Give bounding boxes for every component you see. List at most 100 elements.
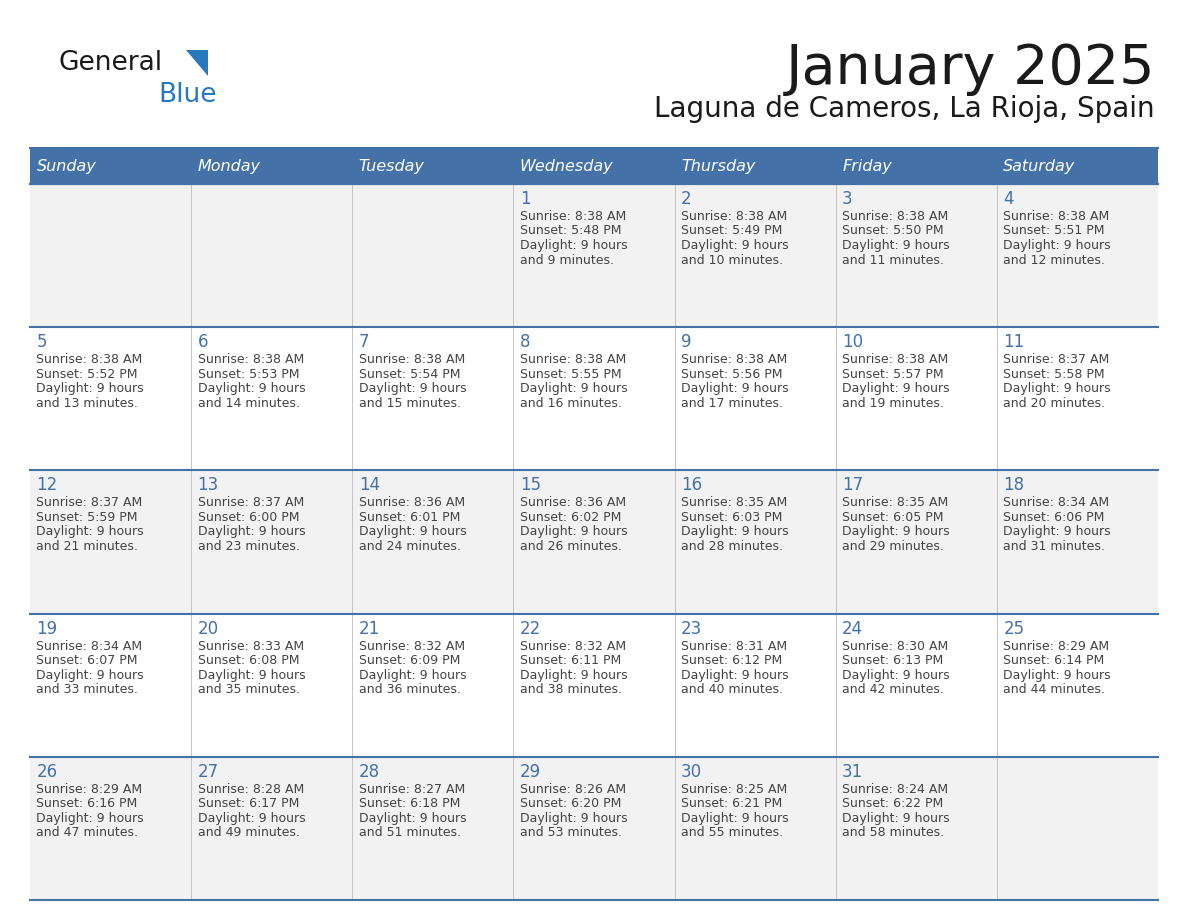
Text: Sunset: 6:08 PM: Sunset: 6:08 PM xyxy=(197,655,299,667)
Text: Sunset: 6:13 PM: Sunset: 6:13 PM xyxy=(842,655,943,667)
Text: Daylight: 9 hours: Daylight: 9 hours xyxy=(681,525,789,538)
Text: 29: 29 xyxy=(520,763,541,781)
Text: Tuesday: Tuesday xyxy=(359,159,424,174)
Text: Daylight: 9 hours: Daylight: 9 hours xyxy=(37,668,144,681)
Text: Daylight: 9 hours: Daylight: 9 hours xyxy=(37,812,144,824)
Text: Sunrise: 8:35 AM: Sunrise: 8:35 AM xyxy=(842,497,948,509)
Text: Sunrise: 8:27 AM: Sunrise: 8:27 AM xyxy=(359,783,465,796)
Text: Sunrise: 8:35 AM: Sunrise: 8:35 AM xyxy=(681,497,788,509)
Text: Daylight: 9 hours: Daylight: 9 hours xyxy=(197,525,305,538)
Text: Daylight: 9 hours: Daylight: 9 hours xyxy=(842,668,949,681)
Bar xyxy=(513,184,675,327)
Bar xyxy=(675,184,835,327)
Text: Sunset: 6:03 PM: Sunset: 6:03 PM xyxy=(681,511,783,524)
Polygon shape xyxy=(187,50,208,76)
Text: 17: 17 xyxy=(842,476,864,495)
Text: Daylight: 9 hours: Daylight: 9 hours xyxy=(681,812,789,824)
Text: and 55 minutes.: and 55 minutes. xyxy=(681,826,783,839)
Text: Sunset: 6:06 PM: Sunset: 6:06 PM xyxy=(1004,511,1105,524)
Text: Daylight: 9 hours: Daylight: 9 hours xyxy=(37,525,144,538)
Text: and 36 minutes.: and 36 minutes. xyxy=(359,683,461,696)
Text: Sunrise: 8:33 AM: Sunrise: 8:33 AM xyxy=(197,640,304,653)
Text: 19: 19 xyxy=(37,620,57,638)
Text: and 28 minutes.: and 28 minutes. xyxy=(681,540,783,553)
Bar xyxy=(675,327,835,470)
Text: Daylight: 9 hours: Daylight: 9 hours xyxy=(520,239,627,252)
Text: 23: 23 xyxy=(681,620,702,638)
Text: Sunset: 6:21 PM: Sunset: 6:21 PM xyxy=(681,798,782,811)
Text: Sunrise: 8:34 AM: Sunrise: 8:34 AM xyxy=(1004,497,1110,509)
Text: 8: 8 xyxy=(520,333,530,352)
Bar xyxy=(513,756,675,900)
Bar xyxy=(191,470,353,613)
Text: 5: 5 xyxy=(37,333,48,352)
Text: Daylight: 9 hours: Daylight: 9 hours xyxy=(359,812,467,824)
Text: 6: 6 xyxy=(197,333,208,352)
Text: Daylight: 9 hours: Daylight: 9 hours xyxy=(359,382,467,396)
Text: Sunrise: 8:25 AM: Sunrise: 8:25 AM xyxy=(681,783,788,796)
Text: Daylight: 9 hours: Daylight: 9 hours xyxy=(197,812,305,824)
Text: Sunset: 6:14 PM: Sunset: 6:14 PM xyxy=(1004,655,1105,667)
Bar xyxy=(30,613,191,756)
Text: Laguna de Cameros, La Rioja, Spain: Laguna de Cameros, La Rioja, Spain xyxy=(655,95,1155,123)
Text: 28: 28 xyxy=(359,763,380,781)
Text: Sunrise: 8:38 AM: Sunrise: 8:38 AM xyxy=(520,353,626,366)
Text: 7: 7 xyxy=(359,333,369,352)
Text: Daylight: 9 hours: Daylight: 9 hours xyxy=(197,382,305,396)
Text: Sunrise: 8:38 AM: Sunrise: 8:38 AM xyxy=(359,353,465,366)
Bar xyxy=(675,470,835,613)
Bar xyxy=(997,327,1158,470)
Text: Daylight: 9 hours: Daylight: 9 hours xyxy=(681,668,789,681)
Text: Sunrise: 8:38 AM: Sunrise: 8:38 AM xyxy=(842,210,948,223)
Text: Sunrise: 8:30 AM: Sunrise: 8:30 AM xyxy=(842,640,948,653)
Text: Sunset: 6:16 PM: Sunset: 6:16 PM xyxy=(37,798,138,811)
Text: Daylight: 9 hours: Daylight: 9 hours xyxy=(1004,525,1111,538)
Text: and 20 minutes.: and 20 minutes. xyxy=(1004,397,1105,409)
Text: and 13 minutes.: and 13 minutes. xyxy=(37,397,138,409)
Text: Sunset: 6:05 PM: Sunset: 6:05 PM xyxy=(842,511,943,524)
Text: and 16 minutes.: and 16 minutes. xyxy=(520,397,621,409)
Text: 1: 1 xyxy=(520,190,531,208)
Text: Sunrise: 8:38 AM: Sunrise: 8:38 AM xyxy=(681,210,788,223)
Bar xyxy=(353,470,513,613)
Text: Daylight: 9 hours: Daylight: 9 hours xyxy=(1004,382,1111,396)
Text: Daylight: 9 hours: Daylight: 9 hours xyxy=(197,668,305,681)
Bar xyxy=(353,184,513,327)
Text: Sunset: 6:07 PM: Sunset: 6:07 PM xyxy=(37,655,138,667)
Text: 15: 15 xyxy=(520,476,541,495)
Text: Sunset: 5:57 PM: Sunset: 5:57 PM xyxy=(842,368,943,381)
Text: Daylight: 9 hours: Daylight: 9 hours xyxy=(520,382,627,396)
Text: 10: 10 xyxy=(842,333,864,352)
Text: Sunrise: 8:24 AM: Sunrise: 8:24 AM xyxy=(842,783,948,796)
Bar xyxy=(30,327,191,470)
Text: Sunrise: 8:29 AM: Sunrise: 8:29 AM xyxy=(37,783,143,796)
Bar xyxy=(675,613,835,756)
Bar xyxy=(675,756,835,900)
Text: Sunset: 6:22 PM: Sunset: 6:22 PM xyxy=(842,798,943,811)
Text: Sunset: 5:48 PM: Sunset: 5:48 PM xyxy=(520,225,621,238)
Text: Monday: Monday xyxy=(197,159,260,174)
Text: 13: 13 xyxy=(197,476,219,495)
Text: and 35 minutes.: and 35 minutes. xyxy=(197,683,299,696)
Text: and 29 minutes.: and 29 minutes. xyxy=(842,540,944,553)
Text: 4: 4 xyxy=(1004,190,1013,208)
Bar xyxy=(30,470,191,613)
Bar xyxy=(30,184,191,327)
Text: Sunrise: 8:28 AM: Sunrise: 8:28 AM xyxy=(197,783,304,796)
Text: 20: 20 xyxy=(197,620,219,638)
Text: Sunset: 6:00 PM: Sunset: 6:00 PM xyxy=(197,511,299,524)
Text: Sunset: 5:49 PM: Sunset: 5:49 PM xyxy=(681,225,783,238)
Bar xyxy=(30,756,191,900)
Text: Sunset: 5:54 PM: Sunset: 5:54 PM xyxy=(359,368,460,381)
Text: Daylight: 9 hours: Daylight: 9 hours xyxy=(359,668,467,681)
Text: Sunset: 5:51 PM: Sunset: 5:51 PM xyxy=(1004,225,1105,238)
Text: Sunset: 5:52 PM: Sunset: 5:52 PM xyxy=(37,368,138,381)
Text: Sunset: 6:11 PM: Sunset: 6:11 PM xyxy=(520,655,621,667)
Text: and 33 minutes.: and 33 minutes. xyxy=(37,683,138,696)
Text: 24: 24 xyxy=(842,620,864,638)
Text: General: General xyxy=(58,50,162,76)
Text: Sunrise: 8:38 AM: Sunrise: 8:38 AM xyxy=(520,210,626,223)
Text: 9: 9 xyxy=(681,333,691,352)
Text: Daylight: 9 hours: Daylight: 9 hours xyxy=(1004,668,1111,681)
Text: Daylight: 9 hours: Daylight: 9 hours xyxy=(842,382,949,396)
